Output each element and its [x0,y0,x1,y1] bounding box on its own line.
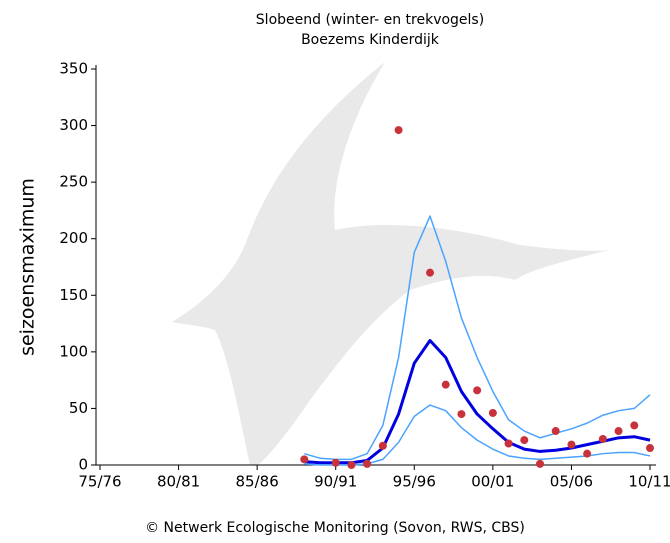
x-tick-label: 80/81 [157,473,200,491]
data-point [520,436,529,445]
swallow-silhouette [172,62,610,465]
y-tick-label: 150 [59,286,88,304]
data-point [473,386,482,395]
data-point [331,458,340,467]
data-point [551,427,560,436]
data-point [488,408,497,417]
data-point [457,410,466,419]
data-point [394,126,403,135]
trend-line [304,339,651,465]
data-point [646,444,654,453]
data-point [614,427,623,436]
y-tick-label: 300 [59,116,88,134]
data-point [630,421,639,430]
trend-line [304,215,651,461]
chart-subtitle: Boezems Kinderdijk [301,32,440,48]
y-tick-label: 100 [59,342,88,360]
data-point [378,441,387,450]
x-tick-label: 75/76 [78,473,121,491]
trend-line [304,404,651,466]
footer: © Netwerk Ecologische Monitoring (Sovon,… [145,520,525,536]
data-point [567,440,576,449]
y-tick-label: 0 [78,456,88,474]
y-tick-label: 50 [69,399,88,417]
y-tick-label: 250 [59,173,88,191]
data-point [536,459,544,468]
data-point [347,461,356,469]
data-point [441,380,450,389]
data-point [504,439,513,448]
y-axis-label: seizoensmaximum [17,178,39,356]
chart-title: Slobeend (winter- en trekvogels) [256,12,484,28]
x-tick-label: 10/11 [628,473,670,491]
data-point [363,459,372,468]
x-tick-label: 90/91 [314,473,357,491]
data-point [300,455,309,464]
x-tick-label: 95/96 [393,473,436,491]
x-tick-label: 85/86 [236,473,279,491]
y-tick-label: 200 [59,229,88,247]
data-point [583,449,592,458]
x-tick-label: 05/06 [550,473,593,491]
data-point [598,434,607,443]
y-tick-label: 350 [59,60,88,78]
data-point [426,268,434,277]
x-tick-label: 00/01 [471,473,514,491]
